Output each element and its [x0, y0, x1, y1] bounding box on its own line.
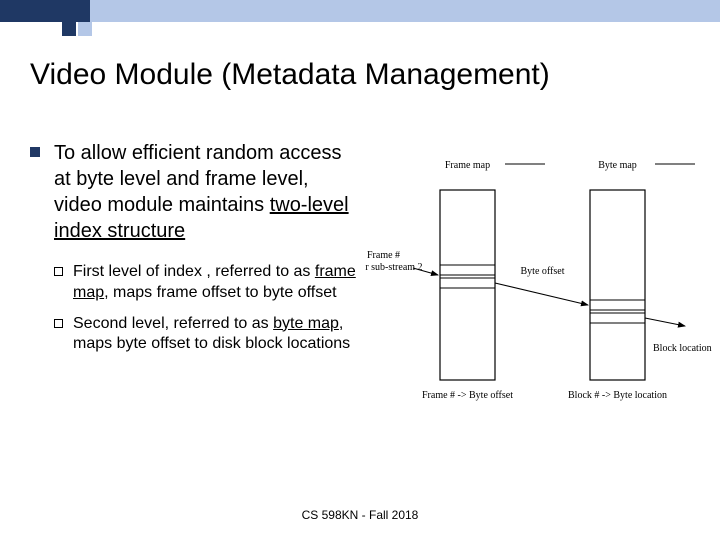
accent-square-light: [78, 22, 92, 36]
page-title: Video Module (Metadata Management): [30, 58, 700, 92]
svg-text:Byte map: Byte map: [598, 160, 637, 171]
hollow-bullet-icon: [54, 319, 63, 328]
slide-footer: CS 598KN - Fall 2018: [0, 508, 720, 522]
sub-bullet: Second level, referred to as byte map, m…: [54, 314, 360, 356]
accent-light-bar: [90, 0, 720, 22]
sub-bullet-list: First level of index , referred to as fr…: [54, 262, 360, 355]
sub-text-part: Second level, referred to as: [73, 315, 273, 332]
slide-accent: [0, 0, 720, 38]
main-bullet-text: To allow efficient random access at byte…: [54, 140, 360, 244]
svg-text:Frame map: Frame map: [445, 160, 490, 171]
sub-text-part: , maps frame offset to byte offset: [104, 284, 336, 301]
svg-text:Byte offset: Byte offset: [521, 266, 565, 277]
accent-square-dark: [62, 22, 76, 36]
accent-dark-bar: [0, 0, 90, 22]
svg-text:Block # -> Byte location: Block # -> Byte location: [568, 390, 667, 401]
sub-text-underlined: byte map: [273, 315, 339, 332]
svg-text:for sub-stream 2: for sub-stream 2: [365, 262, 423, 273]
svg-text:Frame # -> Byte offset: Frame # -> Byte offset: [422, 390, 513, 401]
hollow-bullet-icon: [54, 267, 63, 276]
sub-bullet-text: First level of index , referred to as fr…: [73, 262, 360, 304]
square-bullet-icon: [30, 147, 40, 157]
content-area: To allow efficient random access at byte…: [30, 140, 360, 365]
svg-text:Frame #: Frame #: [367, 250, 400, 261]
sub-bullet-text: Second level, referred to as byte map, m…: [73, 314, 360, 356]
sub-bullet: First level of index , referred to as fr…: [54, 262, 360, 304]
main-bullet: To allow efficient random access at byte…: [30, 140, 360, 244]
svg-text:Block location: Block location: [653, 343, 712, 354]
sub-text-part: First level of index , referred to as: [73, 263, 315, 280]
index-diagram: Frame map Byte map Frame #for sub-stream 2…: [365, 150, 715, 450]
